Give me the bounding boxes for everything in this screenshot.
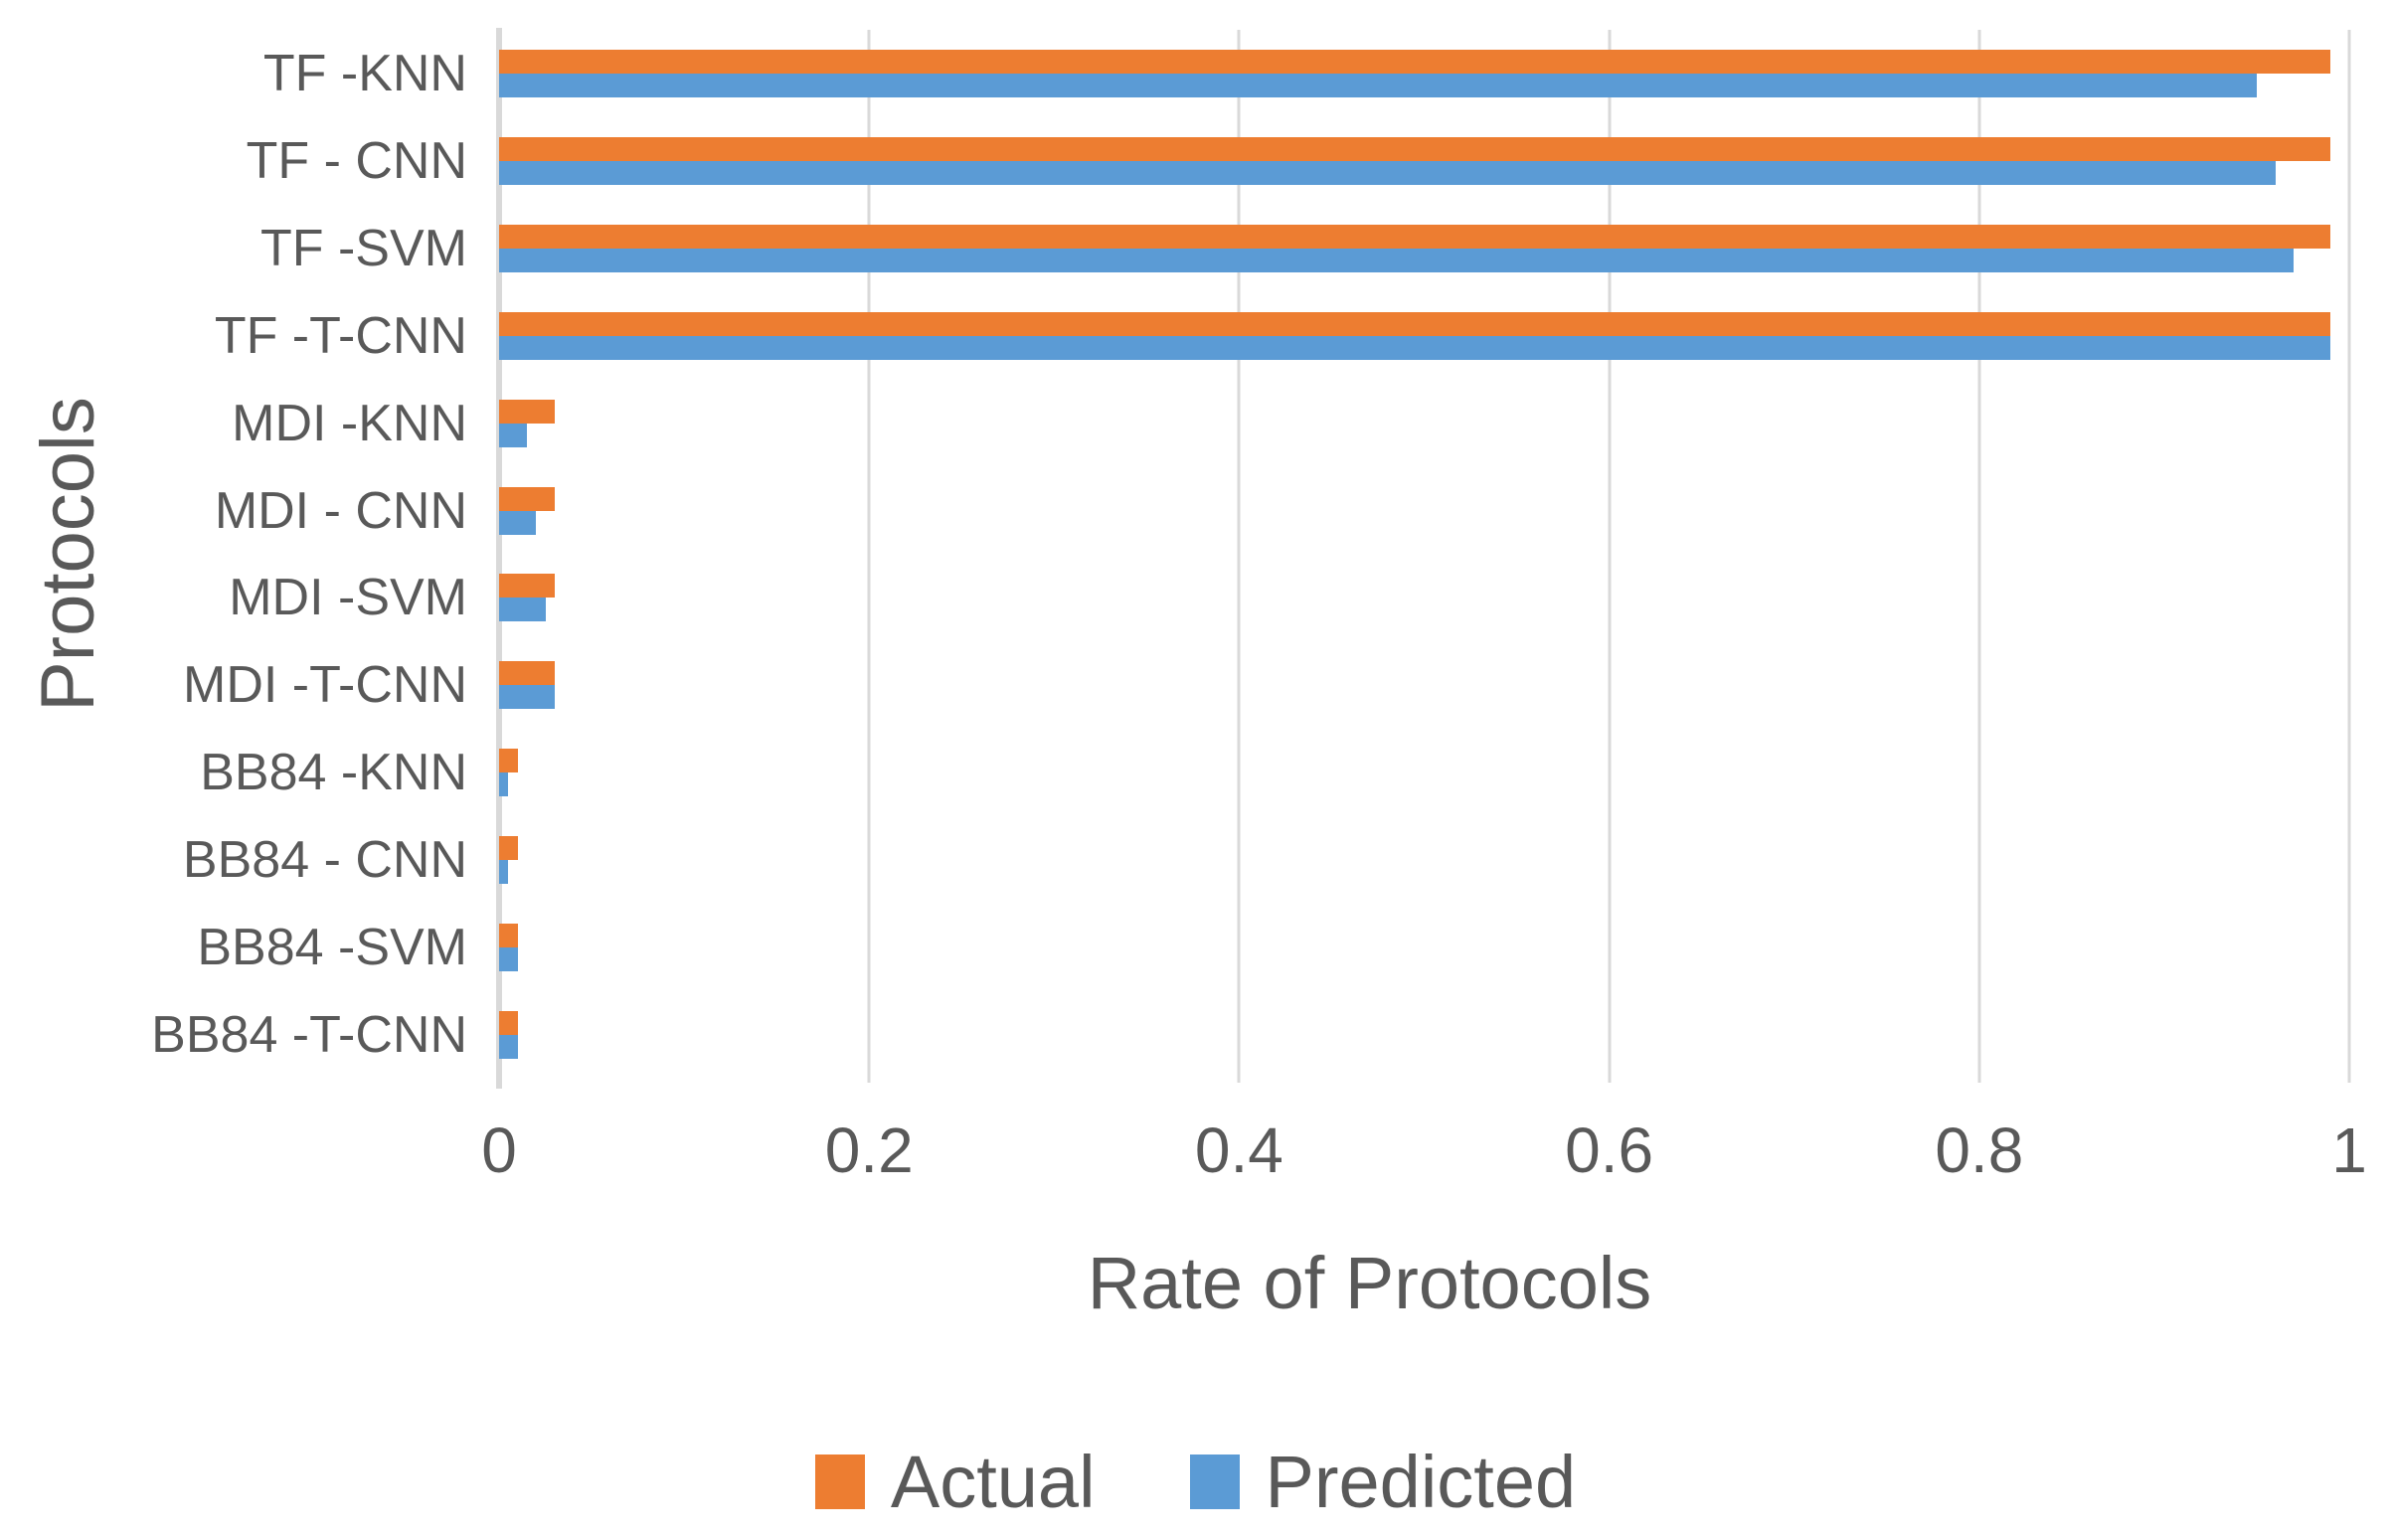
bar-actual [499, 486, 555, 511]
category-label: BB84 -T-CNN [151, 1006, 467, 1065]
bar-group [499, 117, 2349, 205]
bar-predicted [499, 73, 2257, 97]
category-labels: TF -KNN TF - CNN TF -SVM TF -T-CNN MDI -KNN M… [0, 30, 483, 1079]
bar-predicted [499, 947, 518, 972]
category-label: TF -KNN [262, 44, 467, 102]
bar-predicted [499, 248, 2295, 272]
bar-group [499, 555, 2349, 642]
bar-group [499, 467, 2349, 555]
gridline [1237, 30, 1241, 1083]
bar-predicted [499, 772, 509, 797]
bar-actual [499, 836, 518, 861]
category-label: TF - CNN [246, 131, 467, 190]
legend-label: Actual [890, 1441, 1096, 1523]
legend-item-actual: Actual [814, 1440, 1096, 1524]
bar-group [499, 641, 2349, 729]
category-label: MDI -SVM [229, 569, 467, 627]
bar-group [499, 816, 2349, 904]
bar-predicted [499, 860, 509, 885]
gridline [2347, 30, 2351, 1083]
bar-predicted [499, 685, 555, 710]
y-axis-line [496, 28, 502, 1089]
category-label: TF -SVM [260, 219, 467, 277]
bar-predicted [499, 1035, 518, 1060]
legend-label: Predicted [1265, 1441, 1577, 1523]
x-tick-label: 0 [481, 1114, 517, 1186]
gridline [1977, 30, 1981, 1083]
x-tick-label: 0.8 [1935, 1114, 2024, 1186]
legend-swatch-icon [1189, 1454, 1240, 1509]
x-tick-label: 0.2 [824, 1114, 914, 1186]
bar-rows [499, 30, 2349, 1079]
bar-group [499, 904, 2349, 991]
x-tick-label: 0.4 [1194, 1114, 1283, 1186]
bar-actual [499, 136, 2331, 161]
bar-group [499, 380, 2349, 467]
bar-predicted [499, 423, 527, 447]
legend-swatch-icon [814, 1454, 865, 1509]
bar-actual [499, 924, 518, 948]
x-axis-title: Rate of Protocols [1087, 1242, 1652, 1324]
category-label: MDI -KNN [232, 394, 467, 452]
bar-predicted [499, 510, 537, 535]
category-label: MDI - CNN [214, 481, 467, 540]
gridline [1608, 30, 1612, 1083]
category-label: MDI -T-CNN [183, 656, 467, 715]
category-label: BB84 -KNN [200, 744, 467, 802]
x-tick-label: 0.6 [1565, 1114, 1654, 1186]
x-tick-label: 1 [2331, 1114, 2367, 1186]
bar-actual [499, 574, 555, 599]
bar-group [499, 991, 2349, 1079]
category-label: TF -T-CNN [214, 306, 467, 365]
bar-actual [499, 399, 555, 424]
bar-actual [499, 1011, 518, 1036]
bar-predicted [499, 598, 546, 622]
bar-group [499, 30, 2349, 117]
bar-predicted [499, 160, 2276, 185]
bar-actual [499, 661, 555, 686]
bar-actual [499, 224, 2331, 249]
bar-predicted [499, 335, 2331, 360]
bar-actual [499, 49, 2331, 74]
chart-legend: Actual Predicted [0, 1440, 2391, 1524]
bar-actual [499, 311, 2331, 336]
x-axis-ticks: 0 0.2 0.4 0.6 0.8 1 [481, 1106, 2367, 1195]
bar-group [499, 205, 2349, 292]
bar-group [499, 729, 2349, 816]
legend-item-predicted: Predicted [1189, 1440, 1577, 1524]
category-label: BB84 - CNN [182, 831, 467, 890]
bar-actual [499, 749, 518, 773]
gridline [867, 30, 871, 1083]
category-label: BB84 -SVM [197, 919, 467, 977]
bar-group [499, 292, 2349, 380]
plot-area [496, 28, 2351, 1089]
